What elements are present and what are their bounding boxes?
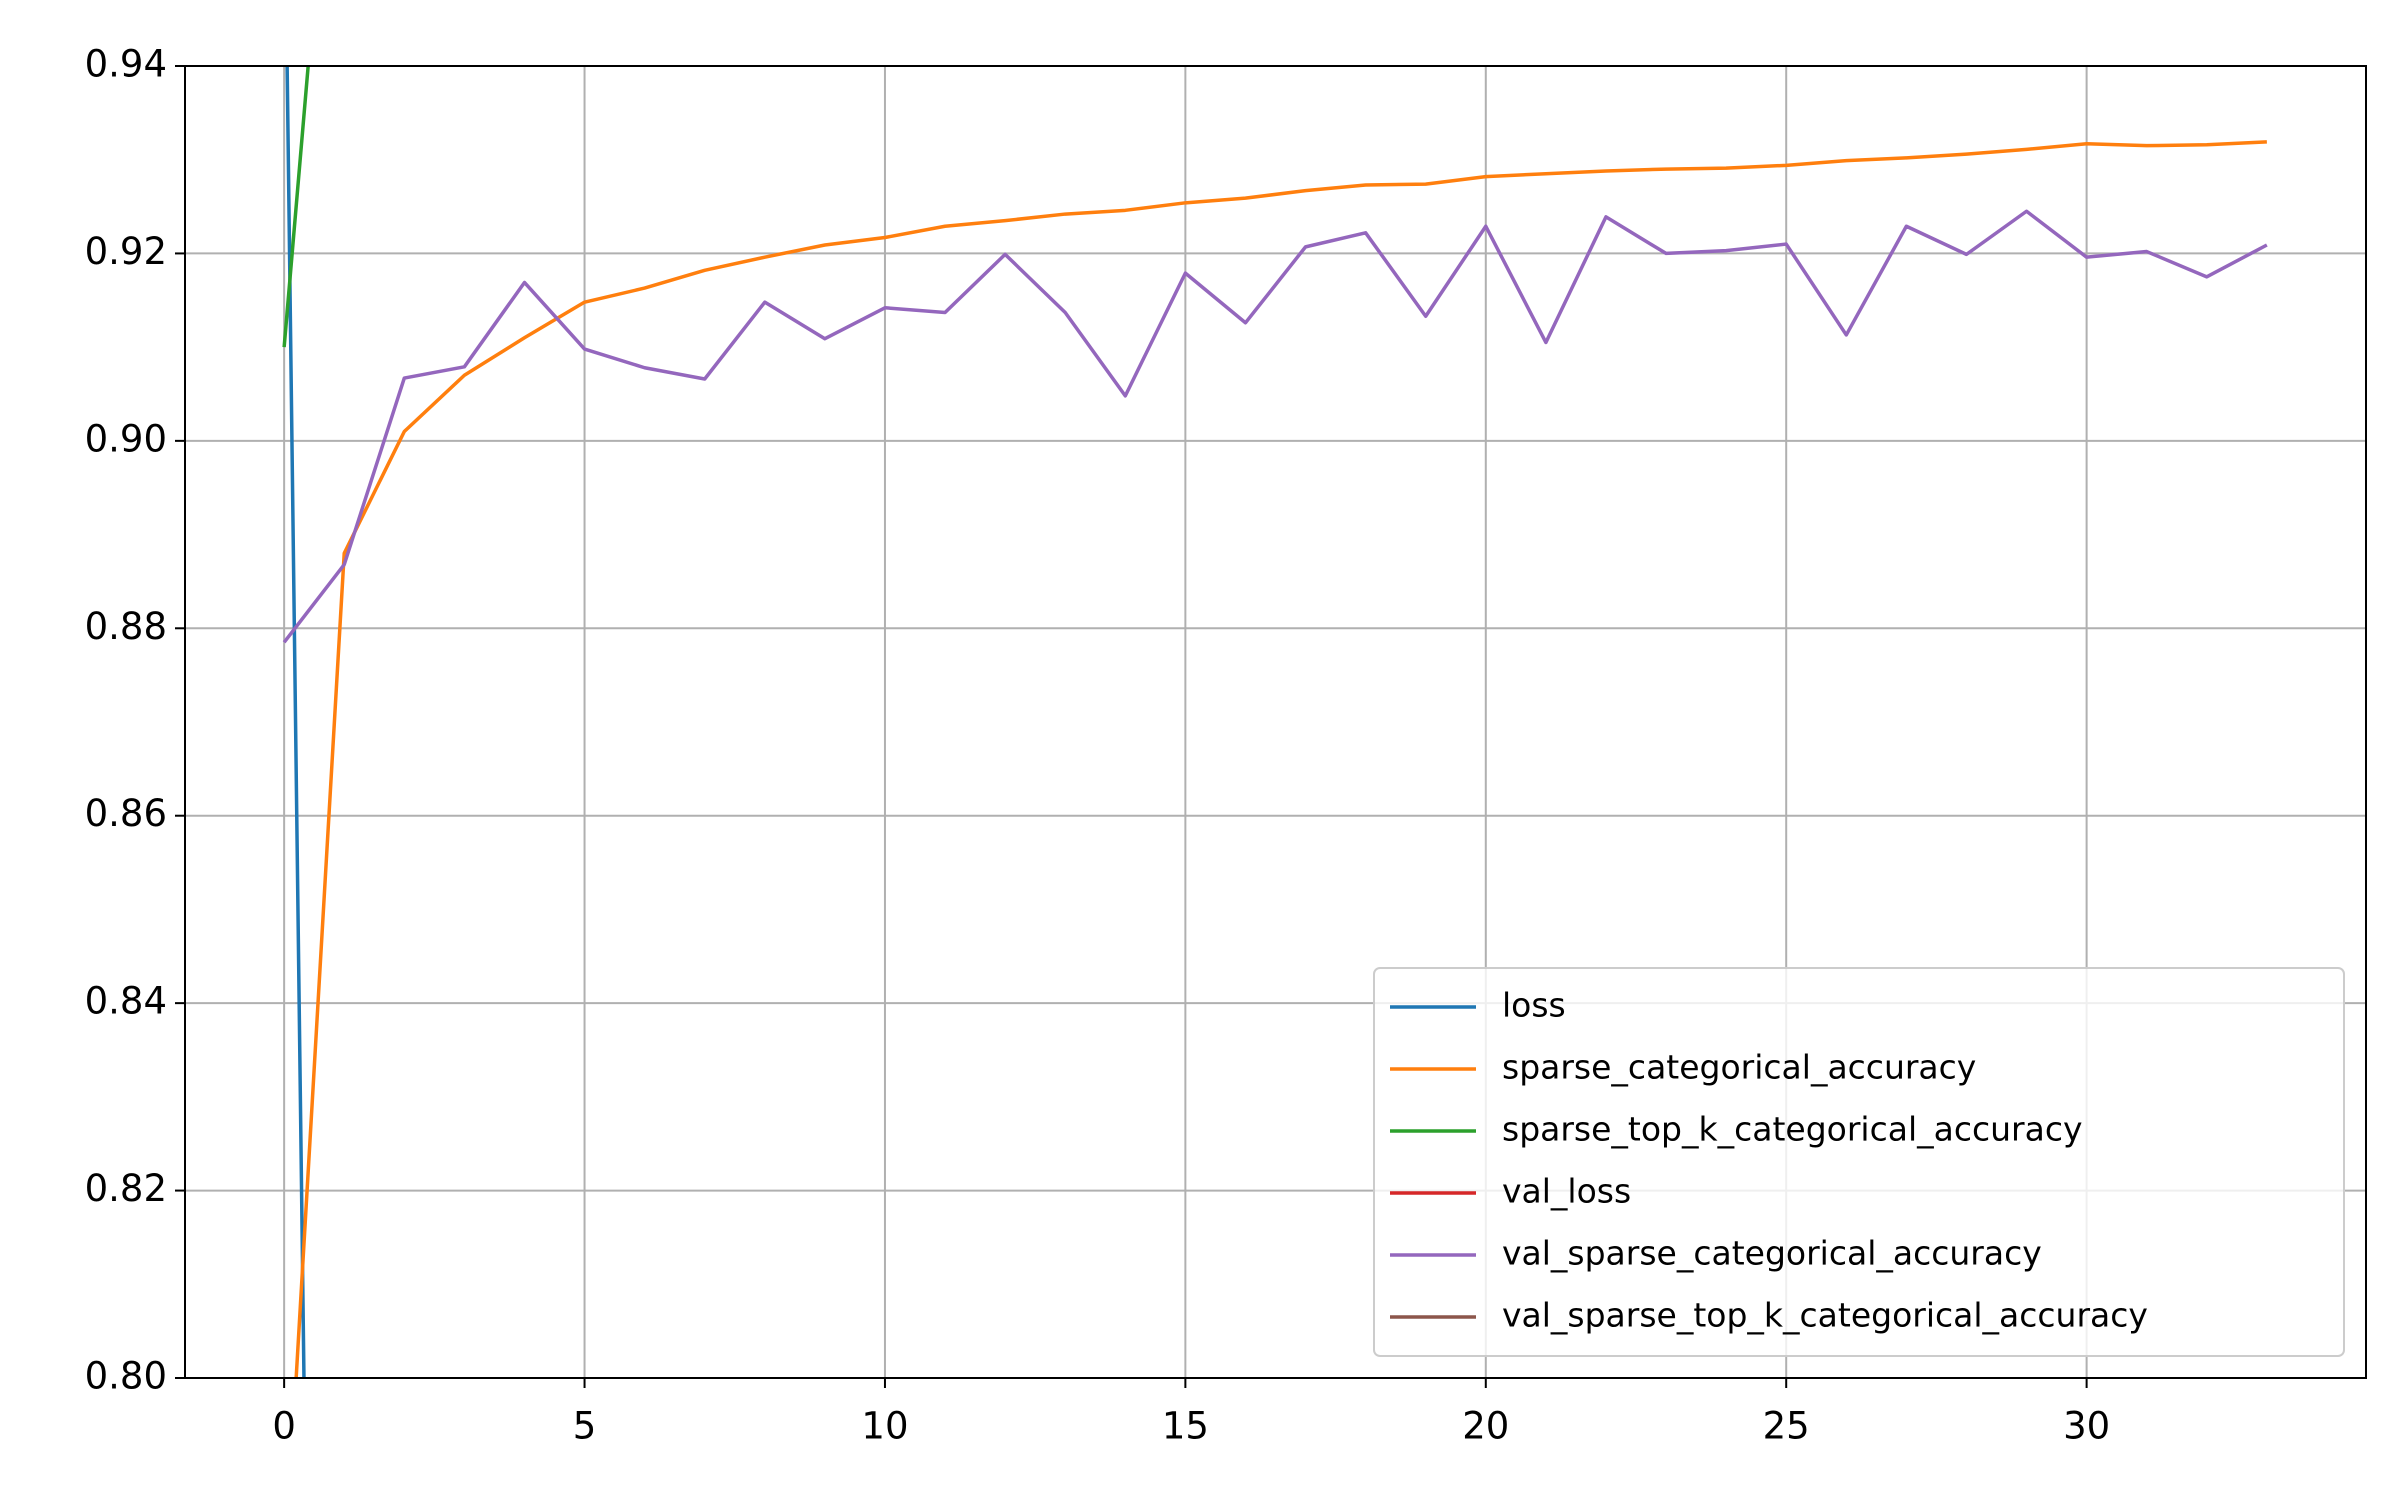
x-tick-label: 25 bbox=[1763, 1405, 1810, 1448]
legend-label: sparse_categorical_accuracy bbox=[1502, 1048, 1976, 1087]
y-tick-label: 0.90 bbox=[85, 417, 167, 460]
x-tick-label: 30 bbox=[2063, 1405, 2110, 1448]
axes-frame bbox=[184, 65, 2367, 1379]
x-tick-label: 0 bbox=[272, 1405, 296, 1448]
y-tick-label: 0.82 bbox=[85, 1167, 167, 1210]
y-tick-label: 0.92 bbox=[85, 230, 167, 273]
y-tick-label: 0.94 bbox=[85, 43, 167, 86]
legend-label: sparse_top_k_categorical_accuracy bbox=[1502, 1110, 2083, 1149]
legend-label: loss bbox=[1502, 986, 1566, 1025]
y-tick-label: 0.86 bbox=[85, 792, 167, 835]
y-tick-label: 0.88 bbox=[85, 605, 167, 648]
legend-label: val_loss bbox=[1502, 1172, 1631, 1211]
x-tick-label: 20 bbox=[1462, 1405, 1509, 1448]
data-line bbox=[282, 209, 2268, 644]
y-tick-label: 0.80 bbox=[85, 1355, 167, 1398]
x-tick-label: 10 bbox=[861, 1405, 908, 1448]
legend-box bbox=[1373, 967, 2345, 1357]
legend-label: val_sparse_top_k_categorical_accuracy bbox=[1502, 1296, 2148, 1335]
legend-label: val_sparse_categorical_accuracy bbox=[1502, 1234, 2042, 1273]
x-tick-label: 5 bbox=[573, 1405, 597, 1448]
plot-area bbox=[282, 66, 2268, 1378]
x-tick-label: 15 bbox=[1162, 1405, 1209, 1448]
y-tick-label: 0.84 bbox=[85, 980, 167, 1023]
data-line bbox=[294, 140, 2267, 1378]
